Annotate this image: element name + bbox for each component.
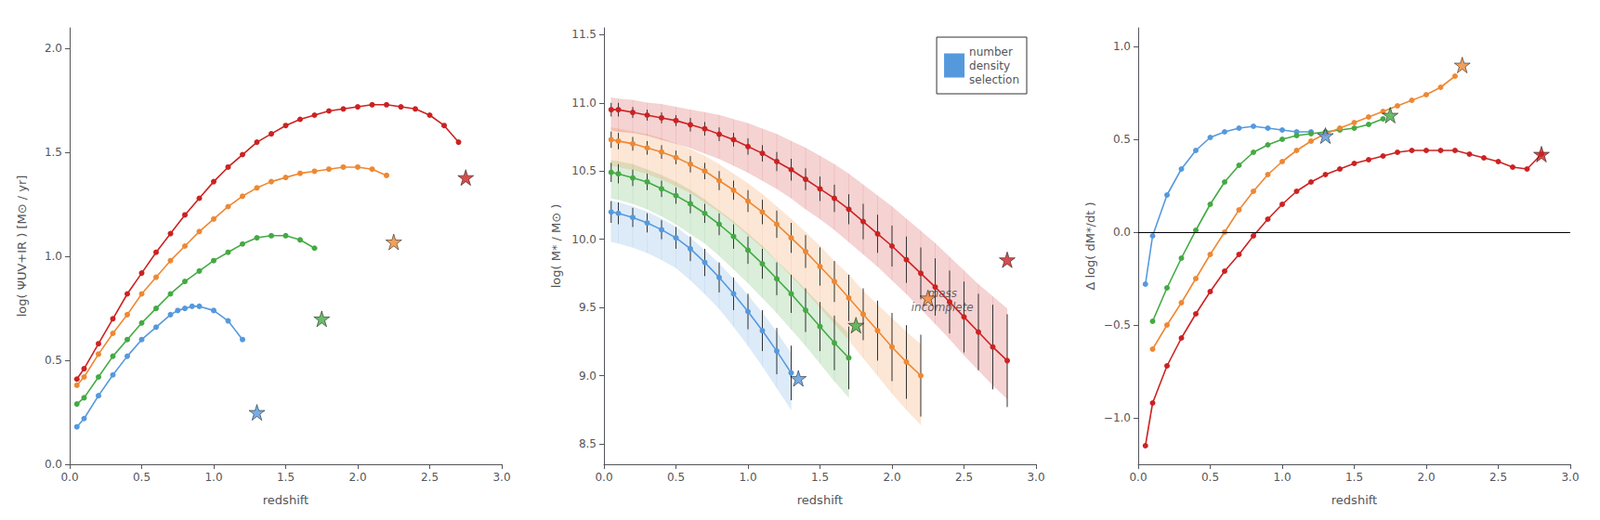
svg-text:1.0: 1.0 [1113, 39, 1131, 53]
svg-text:8.5: 8.5 [578, 437, 597, 451]
svg-text:11.0: 11.0 [571, 96, 597, 110]
svg-text:1.5: 1.5 [44, 145, 63, 159]
svg-text:11.5: 11.5 [571, 27, 597, 41]
svg-text:−0.5: −0.5 [1103, 318, 1131, 332]
svg-text:0.5: 0.5 [132, 471, 151, 485]
svg-text:1.0: 1.0 [44, 249, 63, 263]
svg-text:0.0: 0.0 [594, 471, 613, 485]
svg-text:redshift: redshift [262, 493, 309, 508]
svg-text:0.0: 0.0 [60, 471, 79, 485]
svg-text:3.0: 3.0 [1560, 471, 1579, 485]
svg-text:0.5: 0.5 [667, 471, 685, 485]
svg-text:3.0: 3.0 [492, 471, 511, 485]
svg-text:10.0: 10.0 [571, 233, 597, 247]
svg-text:9.0: 9.0 [578, 369, 597, 383]
svg-text:−1.0: −1.0 [1103, 411, 1131, 425]
svg-text:3.0: 3.0 [1026, 471, 1045, 485]
svg-text:1.0: 1.0 [1272, 471, 1291, 485]
svg-text:mass: mass [927, 287, 958, 301]
svg-text:0.0: 0.0 [44, 458, 63, 472]
svg-text:2.0: 2.0 [44, 41, 63, 55]
svg-text:9.5: 9.5 [578, 301, 597, 315]
svg-text:incomplete: incomplete [911, 301, 974, 315]
svg-text:10.5: 10.5 [571, 164, 597, 178]
svg-text:density: density [969, 59, 1010, 73]
svg-text:Δ log( dM*/dt ): Δ log( dM*/dt ) [1083, 202, 1098, 291]
svg-text:1.5: 1.5 [276, 471, 295, 485]
svg-text:redshift: redshift [1331, 493, 1378, 508]
svg-text:log( M* / M⊙ ): log( M* / M⊙ ) [549, 204, 564, 289]
svg-text:1.0: 1.0 [204, 471, 223, 485]
svg-text:selection: selection [969, 73, 1020, 87]
svg-text:log( ΨUV+IR ) [M⊙ / yr]: log( ΨUV+IR ) [M⊙ / yr] [14, 175, 29, 318]
svg-text:0.5: 0.5 [1113, 132, 1131, 146]
svg-text:0.5: 0.5 [1201, 471, 1220, 485]
svg-text:1.5: 1.5 [811, 471, 829, 485]
svg-text:redshift: redshift [797, 493, 843, 508]
svg-text:0.5: 0.5 [44, 354, 63, 368]
svg-text:1.5: 1.5 [1345, 471, 1364, 485]
svg-text:0.0: 0.0 [1128, 471, 1147, 485]
svg-text:number: number [969, 45, 1013, 59]
svg-text:2.0: 2.0 [348, 471, 367, 485]
svg-text:2.5: 2.5 [1489, 471, 1508, 485]
svg-text:0.0: 0.0 [1113, 225, 1131, 239]
svg-text:1.0: 1.0 [738, 471, 757, 485]
svg-text:2.5: 2.5 [955, 471, 973, 485]
svg-text:2.0: 2.0 [882, 471, 901, 485]
svg-text:2.0: 2.0 [1416, 471, 1435, 485]
svg-text:2.5: 2.5 [420, 471, 439, 485]
